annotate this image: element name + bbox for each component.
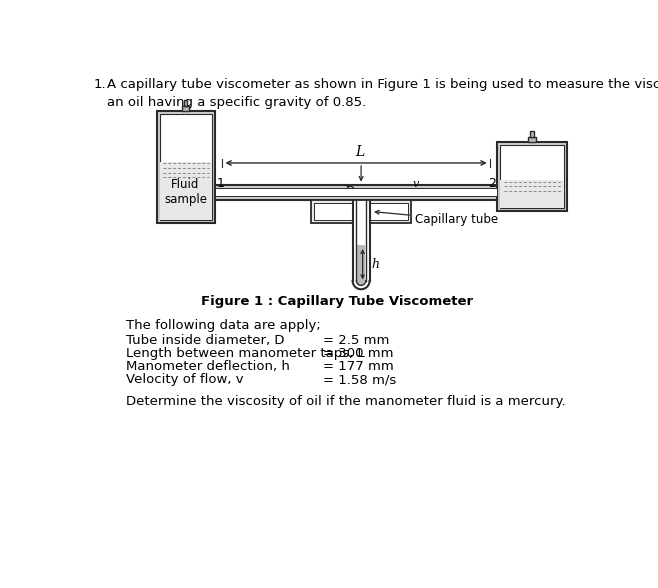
Text: v: v (413, 179, 419, 189)
Text: A capillary tube viscometer as shown in Figure 1 is being used to measure the vi: A capillary tube viscometer as shown in … (107, 78, 658, 109)
Bar (311, 200, 411, 223)
Bar (497, 142, 567, 212)
Text: Length between manometer taps, L: Length between manometer taps, L (126, 347, 365, 360)
Text: Fluid
sample: Fluid sample (164, 178, 207, 206)
Text: Velocity of flow, v: Velocity of flow, v (126, 373, 244, 386)
Text: h: h (372, 258, 380, 270)
Text: The following data are apply;: The following data are apply; (126, 319, 321, 332)
Polygon shape (353, 272, 370, 281)
Bar (182, 106, 190, 111)
Text: D: D (344, 186, 354, 199)
Bar (357, 245, 365, 284)
Bar (160, 115, 212, 220)
Text: Manometer deflection, h: Manometer deflection, h (126, 360, 290, 373)
Text: Determine the viscosity of oil if the manometer fluid is a mercury.: Determine the viscosity of oil if the ma… (126, 396, 566, 409)
Text: Capillary tube: Capillary tube (375, 211, 498, 226)
Bar (215, 185, 497, 200)
Text: = 2.5 mm: = 2.5 mm (322, 334, 389, 347)
Text: L: L (355, 145, 365, 159)
Text: 1: 1 (216, 177, 224, 190)
Text: = 1.58 m/s: = 1.58 m/s (322, 373, 396, 386)
Text: 1.: 1. (93, 78, 106, 91)
Bar (157, 111, 215, 223)
Text: 2: 2 (488, 177, 496, 190)
Text: = 177 mm: = 177 mm (322, 360, 393, 373)
Bar (528, 137, 536, 142)
Bar (353, 201, 368, 281)
Text: Figure 1 : Capillary Tube Viscometer: Figure 1 : Capillary Tube Viscometer (201, 295, 473, 308)
Text: = 300 mm: = 300 mm (322, 347, 393, 360)
Bar (215, 188, 497, 196)
Bar (184, 100, 187, 106)
Text: Tube inside diameter, D: Tube inside diameter, D (126, 334, 285, 347)
Bar (314, 203, 408, 220)
Bar (530, 131, 534, 137)
Bar (160, 162, 212, 220)
Bar (501, 180, 564, 208)
Polygon shape (357, 281, 365, 285)
Bar (501, 145, 564, 208)
